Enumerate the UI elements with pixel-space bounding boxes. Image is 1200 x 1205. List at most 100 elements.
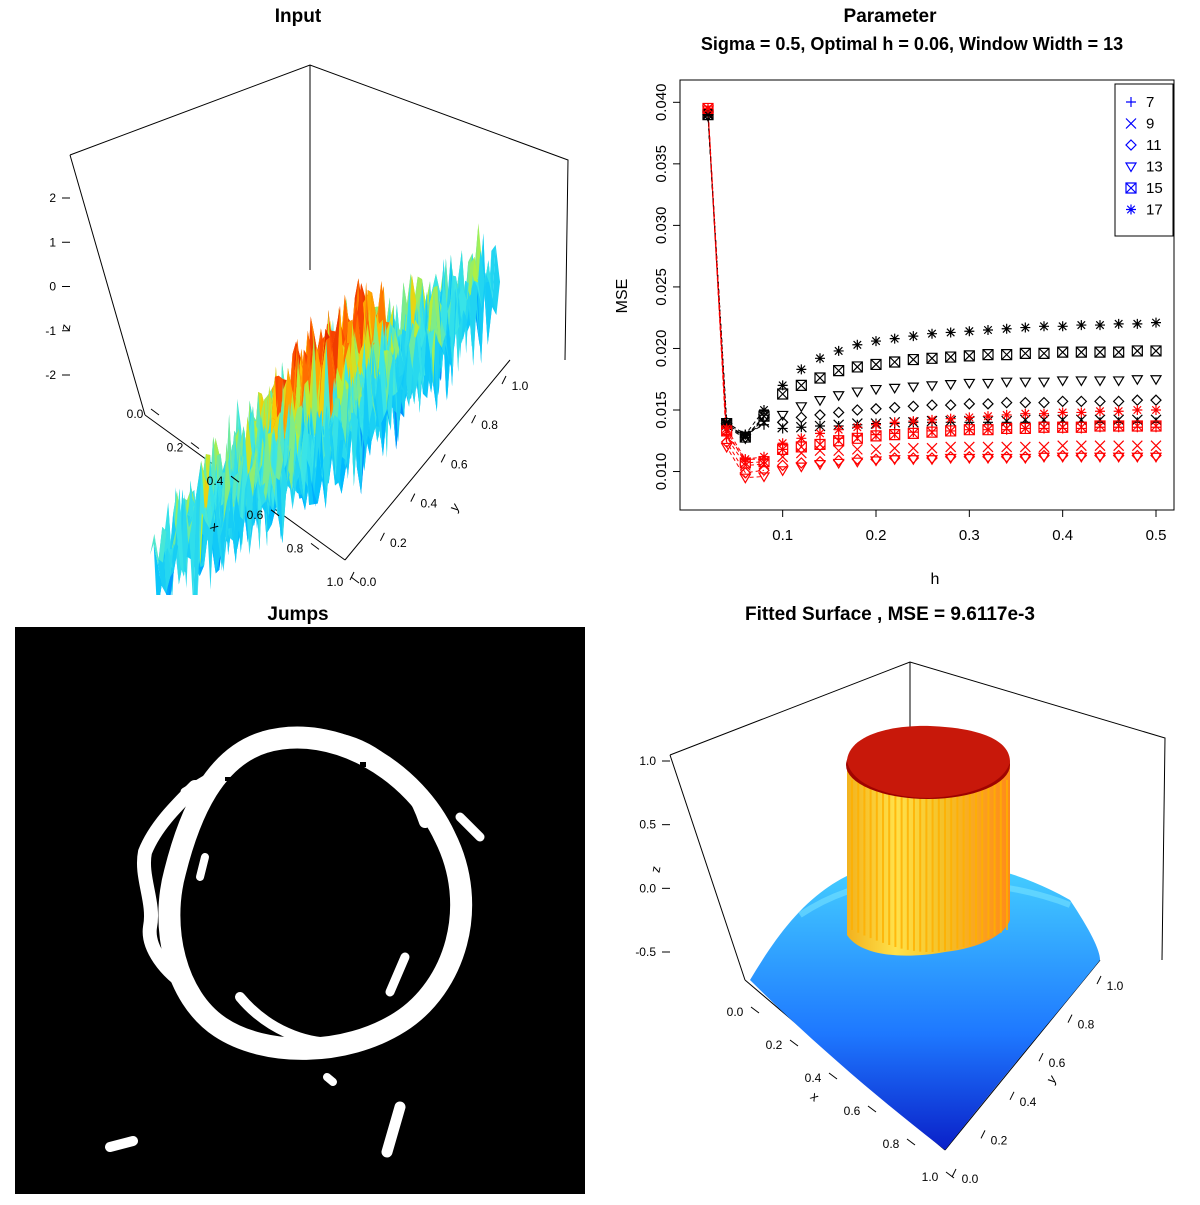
mse-point-7-black: [777, 423, 788, 434]
input-surface-facet: [450, 296, 459, 347]
input-surface-facet: [337, 357, 346, 410]
mse-point-9-red: [1113, 440, 1125, 452]
input-surface-facet: [473, 280, 482, 309]
mse-point-13-black: [1000, 377, 1013, 388]
mse-point-15-black: [1001, 349, 1013, 361]
mse-point-13-red: [776, 466, 789, 477]
x-tick: [230, 475, 240, 483]
input-surface-facet: [455, 275, 464, 336]
mse-point-13-red: [757, 472, 771, 483]
mse-xlabel: h: [931, 571, 940, 588]
x-tick: [190, 442, 200, 450]
mse-point-15-black: [1113, 346, 1125, 358]
x-tick-label: 0.6: [844, 1104, 861, 1118]
mse-point-15-black: [851, 361, 863, 373]
mse-ytick-label: 0.025: [653, 268, 670, 306]
mse-point-15-black: [1038, 347, 1050, 359]
mse-point-9-red: [945, 441, 957, 453]
x-tick: [270, 509, 280, 517]
input-surface-facet: [422, 327, 431, 399]
mse-point-15-red: [1001, 422, 1013, 435]
mse-point-13-red: [981, 453, 995, 465]
input-surface-facet: [279, 459, 288, 505]
input-surface-facet: [469, 280, 478, 366]
input-surface-facet: [245, 472, 253, 555]
mse-ytick-label: 0.030: [653, 207, 670, 245]
y-tick-label: 0.6: [1049, 1056, 1066, 1070]
mse-point-11-black: [944, 399, 957, 411]
x-tick: [750, 1006, 760, 1014]
input-surface-facet: [154, 526, 163, 565]
mse-point-17-black: [908, 331, 919, 342]
mse-point-15-red: [1150, 420, 1162, 432]
mse-point-13-black: [963, 378, 976, 390]
mse-legend-symbol: [1126, 204, 1136, 215]
input-surface-facet: [249, 481, 258, 555]
mse-point-13-red: [869, 456, 883, 467]
fitted-surface-plot: 0.0 0.2 0.4 0.6 0.8 1.0 x 0.0 0.2 0.4 0.6 0.8 1.0 y -0…: [600, 630, 1200, 1200]
mse-legend-box: [1114, 83, 1174, 237]
input-surface-facet: [171, 488, 180, 550]
input-surface-facet: [452, 288, 460, 387]
y-tick: [501, 375, 507, 385]
input-surface-facet: [219, 501, 228, 572]
mse-point-9-red: [1094, 440, 1106, 452]
input-surface-facet: [407, 333, 416, 371]
input-surface-facet: [413, 293, 422, 366]
mse-xtick-label: 0.4: [1052, 527, 1073, 544]
mse-point-17-red: [889, 417, 900, 428]
mse-point-9-red: [1019, 441, 1031, 453]
input-surface-facet: [385, 344, 394, 392]
input-surface-facet: [375, 373, 384, 427]
mse-point-17-black: [833, 345, 844, 356]
mse-point-17-black: [1039, 321, 1049, 332]
input-surface-facet: [418, 327, 427, 394]
mse-point-13-red: [1019, 453, 1032, 465]
mse-point-13-black: [944, 380, 957, 391]
input-surface-facet: [175, 488, 184, 577]
mse-point-17-black: [703, 109, 713, 120]
input-surface-facet: [252, 455, 261, 498]
mse-point-15-black: [870, 358, 882, 371]
input-surface-svg: 0.00.20.40.60.81.0x0.00.20.40.60.81.0y-2…: [45, 64, 569, 616]
z-axis-label: z: [648, 865, 664, 874]
y-tick-label: 1.0: [1107, 979, 1124, 993]
x-tick-label: 1.0: [922, 1170, 939, 1184]
mse-legend-label: 13: [1146, 159, 1163, 176]
input-surface-facet: [283, 473, 292, 505]
mse-point-17-red: [927, 414, 937, 425]
mse-point-11-red: [926, 452, 938, 464]
mse-point-17-red: [721, 423, 732, 434]
mse-point-11-red: [1038, 449, 1050, 462]
y-tick: [1067, 1014, 1073, 1023]
mse-point-17-red: [833, 424, 844, 435]
mse-point-15-red: [889, 429, 901, 441]
x-tick-label: 0.2: [167, 441, 184, 455]
mse-point-17-red: [871, 419, 881, 430]
mse-point-9-red: [1131, 440, 1143, 452]
input-surface-facet: [293, 338, 302, 428]
input-surface-facet: [183, 487, 192, 515]
input-surface-facet: [245, 400, 254, 467]
mse-point-15-black: [907, 353, 919, 366]
mse-point-11-red: [982, 450, 994, 463]
input-surface-facet: [210, 501, 219, 590]
y-tick-label: 0.6: [451, 457, 468, 471]
mse-axes: 0.1 0.2 0.3 0.4 0.5 0.010 0.015 0.020 0.025 0.030…: [653, 84, 1166, 544]
x-tick-label: 0.2: [766, 1038, 783, 1052]
mse-point-9-red: [1001, 441, 1013, 453]
y-tick-label: 0.0: [360, 575, 377, 589]
mse-point-13-red: [720, 442, 733, 454]
mse-point-11-black: [1038, 396, 1050, 409]
mse-point-11-red: [720, 436, 733, 448]
mse-point-13-red: [1149, 452, 1163, 463]
fitted-cylinder-stripes: [851, 780, 1008, 952]
mse-point-13-black: [1019, 377, 1032, 388]
mse-point-17-red: [815, 428, 825, 439]
input-surface-facet: [196, 538, 205, 576]
mse-point-15-black: [1094, 346, 1106, 358]
mse-point-11-red: [907, 452, 920, 464]
mse-point-13-red: [1000, 453, 1013, 465]
input-surface-facet: [301, 424, 310, 505]
parameter-title: Parameter: [843, 6, 937, 27]
